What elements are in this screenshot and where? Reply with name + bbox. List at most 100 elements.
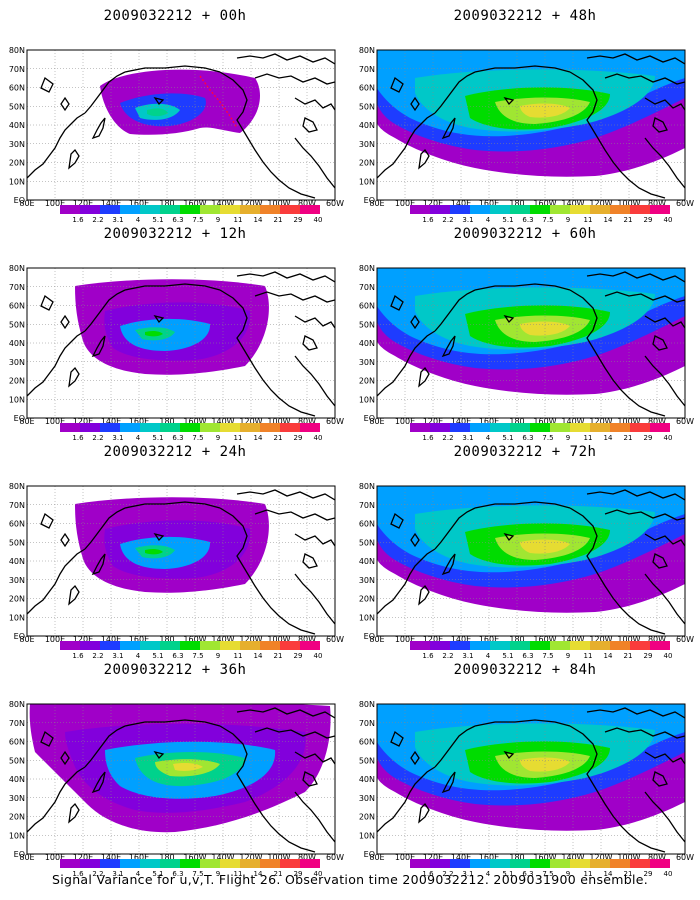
colorbar-label: 2.2 (92, 434, 103, 441)
lon-label: 60W (326, 853, 344, 860)
lat-label: 50N (359, 538, 375, 547)
colorbar-swatch (260, 641, 280, 650)
colorbar-label: 5.1 (152, 652, 163, 659)
colorbar-label: 3.1 (112, 870, 123, 877)
colorbar-swatch (570, 205, 590, 214)
colorbar-label: 5.1 (152, 216, 163, 223)
colorbar-label: 29 (294, 216, 303, 223)
colorbar-label: 2.2 (442, 870, 453, 877)
colorbar-swatch (260, 205, 280, 214)
colorbar-swatch (120, 859, 140, 868)
lon-label: 120W (589, 417, 612, 424)
lon-label: 100W (267, 417, 290, 424)
colorbar-label: 40 (664, 870, 673, 877)
lat-label: EQ (14, 414, 25, 423)
colorbar-label: 21 (274, 652, 283, 659)
lat-label: 10N (9, 831, 25, 840)
lon-label: 100W (617, 853, 640, 860)
colorbar-swatch (160, 205, 180, 214)
colorbar-swatch (200, 859, 220, 868)
lon-label: 140E (101, 199, 121, 206)
colorbar-swatch (80, 859, 100, 868)
lon-label: 120W (589, 853, 612, 860)
colorbar-swatch (200, 205, 220, 214)
colorbar-label: 5.1 (152, 870, 163, 877)
lat-label: 10N (9, 177, 25, 186)
lat-label: 70N (359, 719, 375, 728)
colorbar-label: 40 (664, 434, 673, 441)
panel-title: 2009032212 + 48h (453, 8, 597, 24)
colorbar: 1.6 2.2 3.1 4 5.1 6.3 7.5 9 11 14 21 29 40 (410, 423, 673, 441)
colorbar-label: 9 (566, 652, 570, 659)
colorbar-swatch (450, 859, 470, 868)
lon-label: 120W (239, 199, 262, 206)
colorbar-swatch (430, 205, 450, 214)
colorbar-swatch (610, 423, 630, 432)
colorbar-swatch (100, 205, 120, 214)
colorbar-swatch (220, 423, 240, 432)
colorbar-label: 6.3 (172, 216, 183, 223)
colorbar-label: 11 (234, 870, 243, 877)
colorbar-label: 6.3 (522, 652, 533, 659)
lon-label: 80W (648, 853, 666, 860)
lon-label: 140W (211, 853, 234, 860)
lon-label: 100W (267, 853, 290, 860)
colorbar-swatch (80, 423, 100, 432)
colorbar-swatch (590, 641, 610, 650)
colorbar-swatch (140, 205, 160, 214)
map-panel: 2009032212 + 84h 80N 70N 60N 50N 40N 30N 20N 10N… (355, 662, 695, 877)
lat-label: 80N (359, 264, 375, 273)
colorbar-swatch (430, 423, 450, 432)
colorbar-swatch (470, 641, 490, 650)
colorbar-swatch (410, 423, 430, 432)
colorbar-swatch (240, 423, 260, 432)
colorbar-swatch (120, 423, 140, 432)
colorbar-label: 4 (486, 652, 491, 659)
lat-label: 50N (9, 102, 25, 111)
colorbar-label: 11 (584, 652, 593, 659)
colorbar-label: 7.5 (192, 216, 203, 223)
colorbar-label: 4 (486, 434, 491, 441)
colorbar-label: 40 (314, 870, 323, 877)
lon-label: 140E (451, 199, 471, 206)
lon-label: 80E (19, 853, 34, 860)
colorbar-swatch (240, 859, 260, 868)
lon-label: 60W (326, 417, 344, 424)
lat-label: 60N (359, 302, 375, 311)
colorbar-swatch (630, 859, 650, 868)
coastline (377, 707, 685, 853)
lon-label: 100E (395, 635, 415, 642)
colorbar-swatch (530, 859, 550, 868)
colorbar-label: 6.3 (522, 870, 533, 877)
colorbar-swatch (100, 859, 120, 868)
colorbar: 1.6 2.2 3.1 4 5.1 6.3 7.5 9 11 14 21 29 40 (410, 205, 672, 223)
colorbar-label: 7.5 (542, 652, 553, 659)
colorbar-swatch (650, 859, 670, 868)
colorbar-label: 9 (566, 216, 570, 223)
colorbar-label: 11 (234, 216, 243, 223)
lon-label: 100E (45, 199, 65, 206)
lon-label: 80W (648, 635, 666, 642)
lon-label: 160E (479, 635, 499, 642)
lon-label: 160E (129, 853, 149, 860)
colorbar-swatch (630, 423, 650, 432)
lon-label: 140E (101, 635, 121, 642)
colorbar-label: 5.1 (502, 434, 513, 441)
lat-label: 30N (9, 140, 25, 149)
lon-label: 120E (73, 199, 93, 206)
lon-label: 140E (451, 635, 471, 642)
colorbar-label: 6.3 (522, 434, 533, 441)
colorbar-label: 40 (314, 216, 323, 223)
lat-label: 50N (9, 320, 25, 329)
lon-label: 80W (298, 853, 316, 860)
colorbar-swatch (590, 859, 610, 868)
colorbar-swatch (430, 641, 450, 650)
lon-label: 160E (479, 417, 499, 424)
lat-label: 10N (9, 395, 25, 404)
colorbar-swatch (490, 859, 510, 868)
colorbar-swatch (60, 205, 80, 214)
lat-label: EQ (14, 632, 25, 641)
